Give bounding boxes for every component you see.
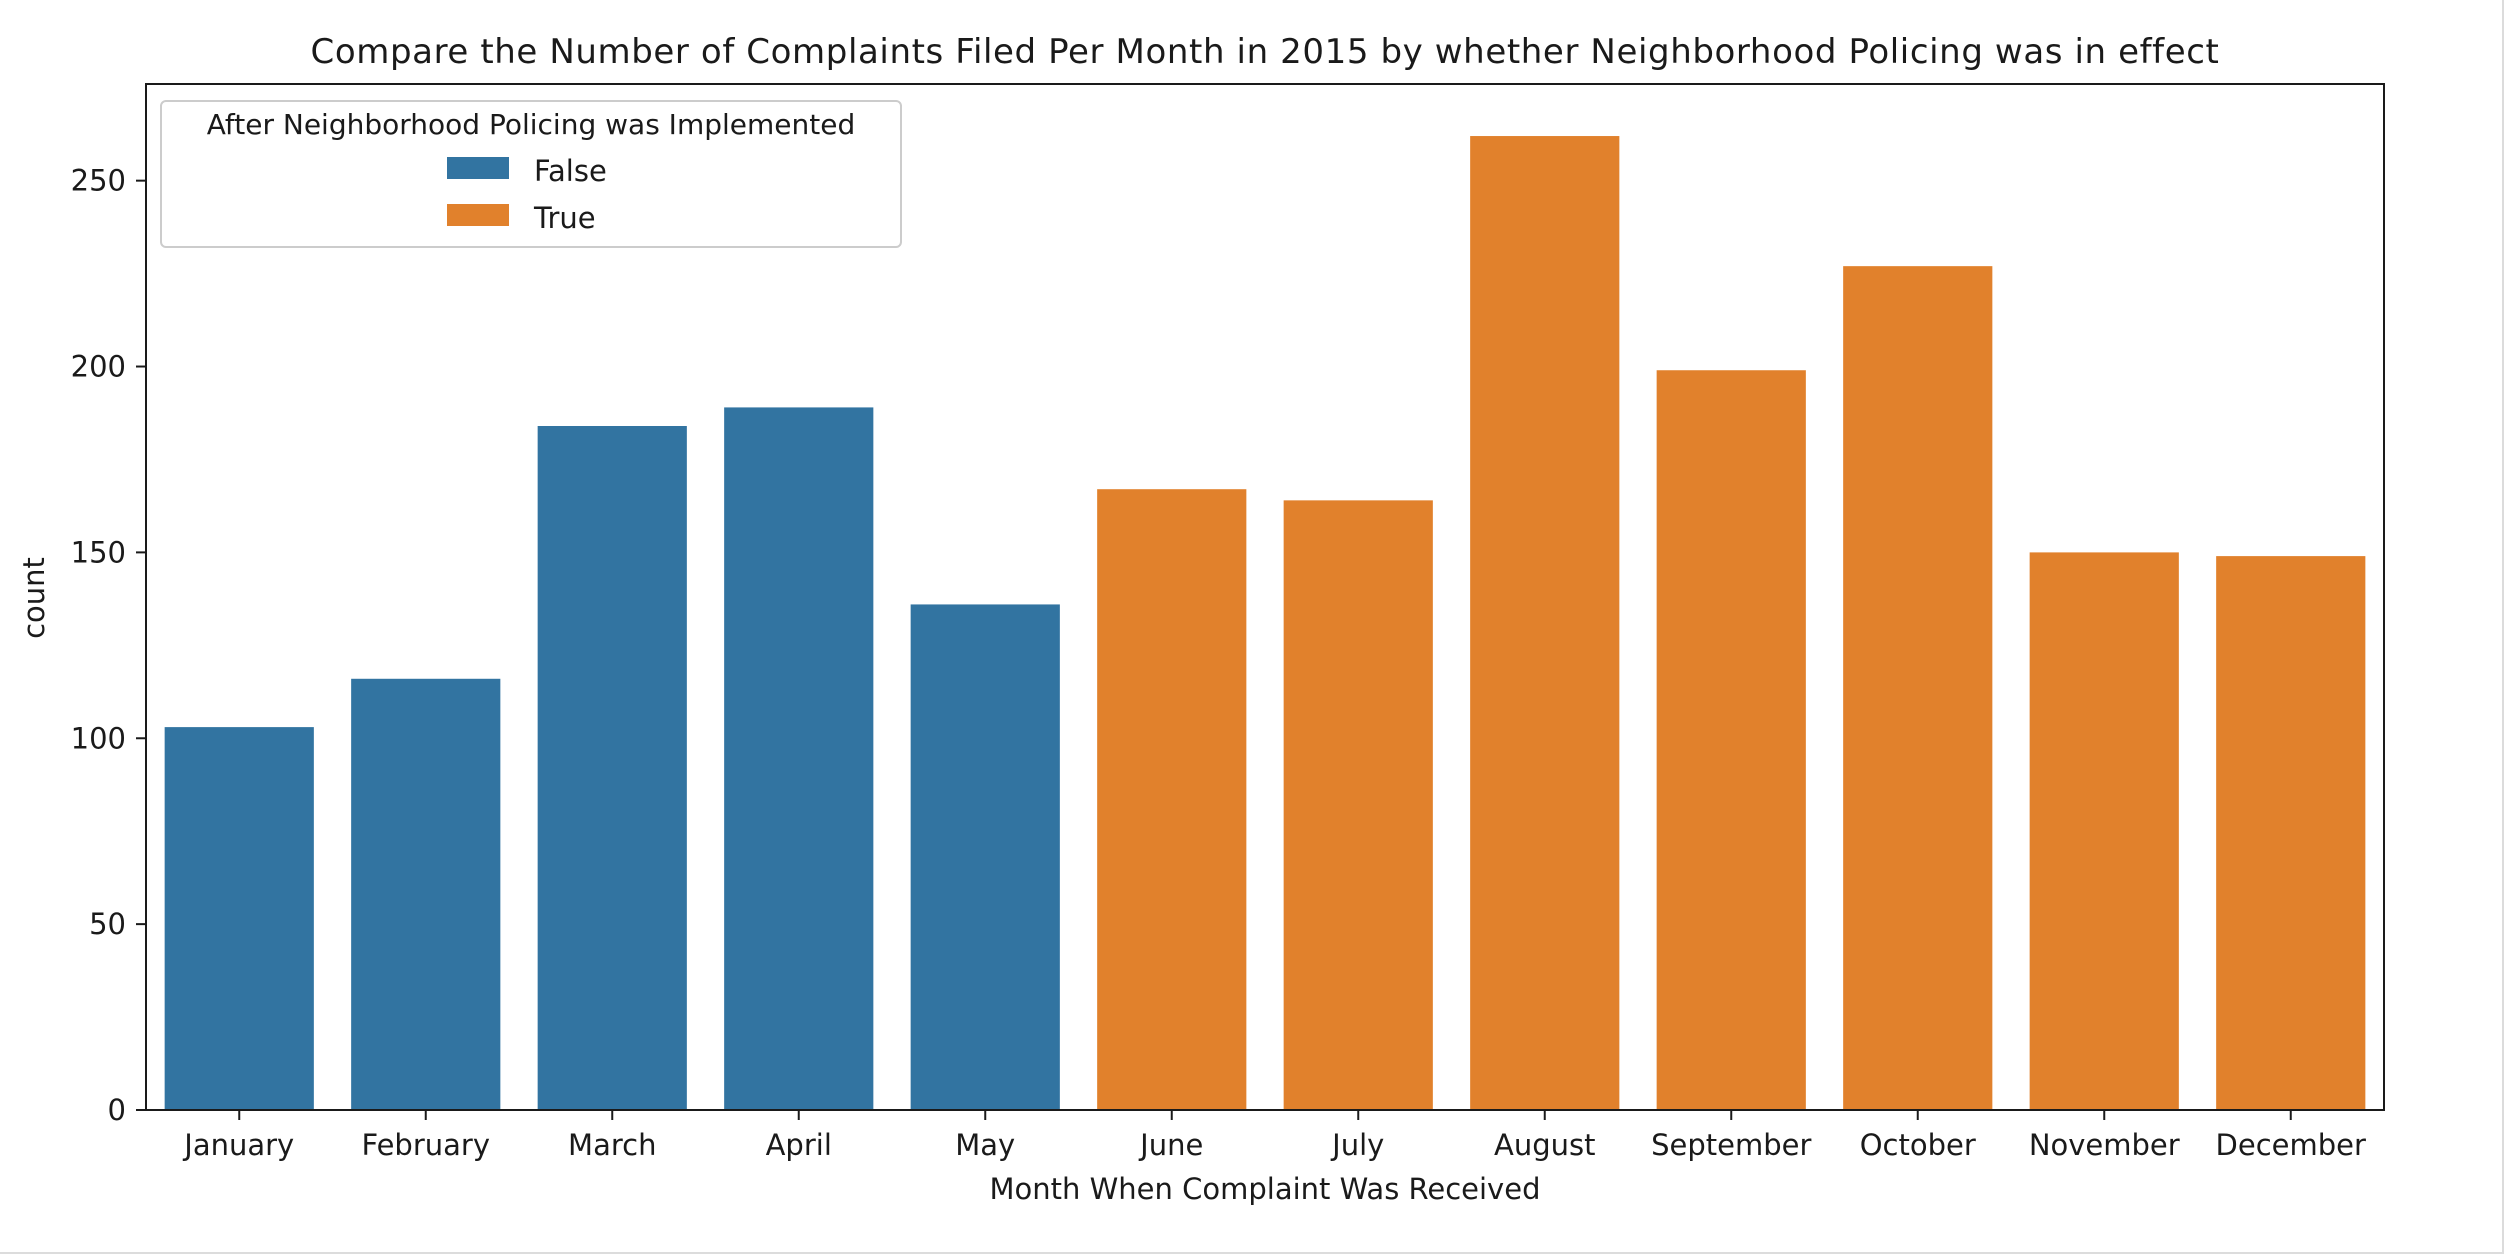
bar-august: [1470, 136, 1620, 1111]
y-tick-label: 200: [71, 350, 126, 384]
x-axis-ticks: January February March April May June July Augu…: [182, 1110, 2366, 1162]
legend: After Neighborhood Policing was Implemen…: [160, 100, 902, 248]
legend-swatch-false: [447, 157, 509, 179]
y-tick-label: 50: [89, 907, 126, 941]
x-tick-label: January: [182, 1128, 294, 1162]
bars-group: [164, 136, 2366, 1111]
y-axis-label: count: [17, 557, 51, 639]
x-tick-label: August: [1494, 1128, 1596, 1162]
bar-february: [351, 678, 501, 1110]
bar-december: [2216, 556, 2366, 1110]
x-tick-label: September: [1651, 1128, 1811, 1162]
bar-july: [1283, 500, 1433, 1111]
plot-area-border: [145, 83, 2385, 1111]
legend-label-false: False: [534, 154, 607, 188]
x-tick-label: October: [1860, 1128, 1976, 1162]
x-axis-label: Month When Complaint Was Received: [990, 1172, 1541, 1206]
x-tick-label: May: [955, 1128, 1015, 1162]
x-tick-label: July: [1330, 1128, 1384, 1162]
x-tick-label: June: [1138, 1128, 1203, 1162]
x-tick-label: April: [766, 1128, 832, 1162]
y-tick-label: 0: [108, 1093, 126, 1127]
x-tick-label: November: [2029, 1128, 2180, 1162]
x-tick-label: February: [361, 1128, 490, 1162]
y-tick-label: 100: [71, 721, 126, 755]
bar-october: [1843, 266, 1993, 1110]
bar-june: [1097, 489, 1247, 1110]
legend-label-true: True: [533, 201, 596, 235]
legend-title: After Neighborhood Policing was Implemen…: [207, 108, 855, 141]
bar-march: [537, 426, 687, 1110]
bar-april: [724, 407, 874, 1110]
bar-september: [1656, 370, 1806, 1110]
bar-november: [2029, 552, 2179, 1110]
x-tick-label: December: [2216, 1128, 2366, 1162]
bar-may: [910, 604, 1060, 1110]
chart-title: Compare the Number of Complaints Filed P…: [310, 32, 2219, 72]
y-axis-ticks: 0 50 100 150 200 250: [71, 164, 146, 1127]
legend-box: [160, 100, 902, 248]
bar-january: [164, 727, 314, 1110]
y-tick-label: 150: [71, 535, 126, 569]
y-tick-label: 250: [71, 164, 126, 198]
x-tick-label: March: [568, 1128, 656, 1162]
legend-swatch-true: [447, 204, 509, 226]
